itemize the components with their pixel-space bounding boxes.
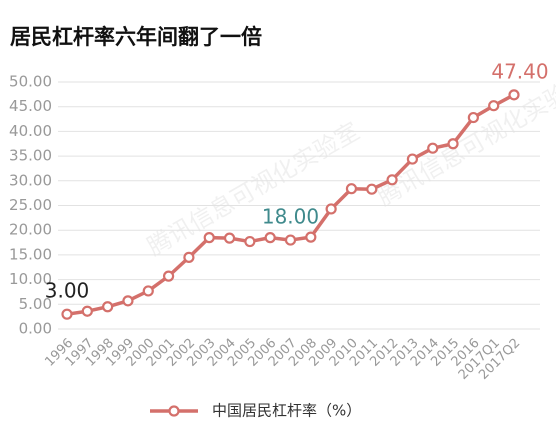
y-tick-label: 15.00 (9, 245, 52, 263)
chart-title: 居民杠杆率六年间翻了一倍 (10, 25, 262, 49)
point (61, 308, 73, 320)
value-label: 47.40 (491, 59, 548, 83)
point (345, 183, 358, 195)
point (142, 285, 154, 297)
y-tick-label: 35.00 (9, 147, 52, 165)
point (366, 183, 378, 195)
y-tick-label: 50.00 (9, 73, 52, 91)
y-tick-label: 0.00 (19, 320, 52, 338)
point (122, 295, 134, 307)
point (305, 231, 317, 243)
value-label: 18.00 (262, 205, 319, 229)
point (284, 234, 297, 246)
y-tick-label: 10.00 (9, 270, 52, 288)
value-label: 3.00 (45, 279, 90, 303)
point (223, 232, 236, 244)
point (406, 153, 419, 165)
point (447, 138, 459, 150)
point (183, 251, 195, 263)
y-tick-label: 45.00 (9, 97, 52, 115)
point (203, 232, 215, 244)
point (244, 235, 256, 248)
y-tick-label: 40.00 (9, 122, 52, 140)
y-tick-label: 30.00 (9, 171, 52, 189)
point (102, 301, 114, 313)
legend-label: 中国居民杠杆率（%） (212, 402, 361, 420)
point (427, 142, 439, 154)
point (488, 100, 500, 112)
point (162, 270, 175, 282)
legend-marker (168, 405, 180, 417)
y-tick-label: 25.00 (9, 196, 52, 214)
point (508, 89, 520, 101)
point (325, 203, 337, 215)
point (81, 305, 93, 317)
y-tick-label: 5.00 (19, 295, 52, 313)
point (386, 174, 398, 186)
point (264, 232, 276, 244)
watermark: 腾讯信息可视化实验室 (373, 67, 556, 211)
point (467, 111, 479, 124)
y-tick-label: 20.00 (9, 221, 52, 239)
